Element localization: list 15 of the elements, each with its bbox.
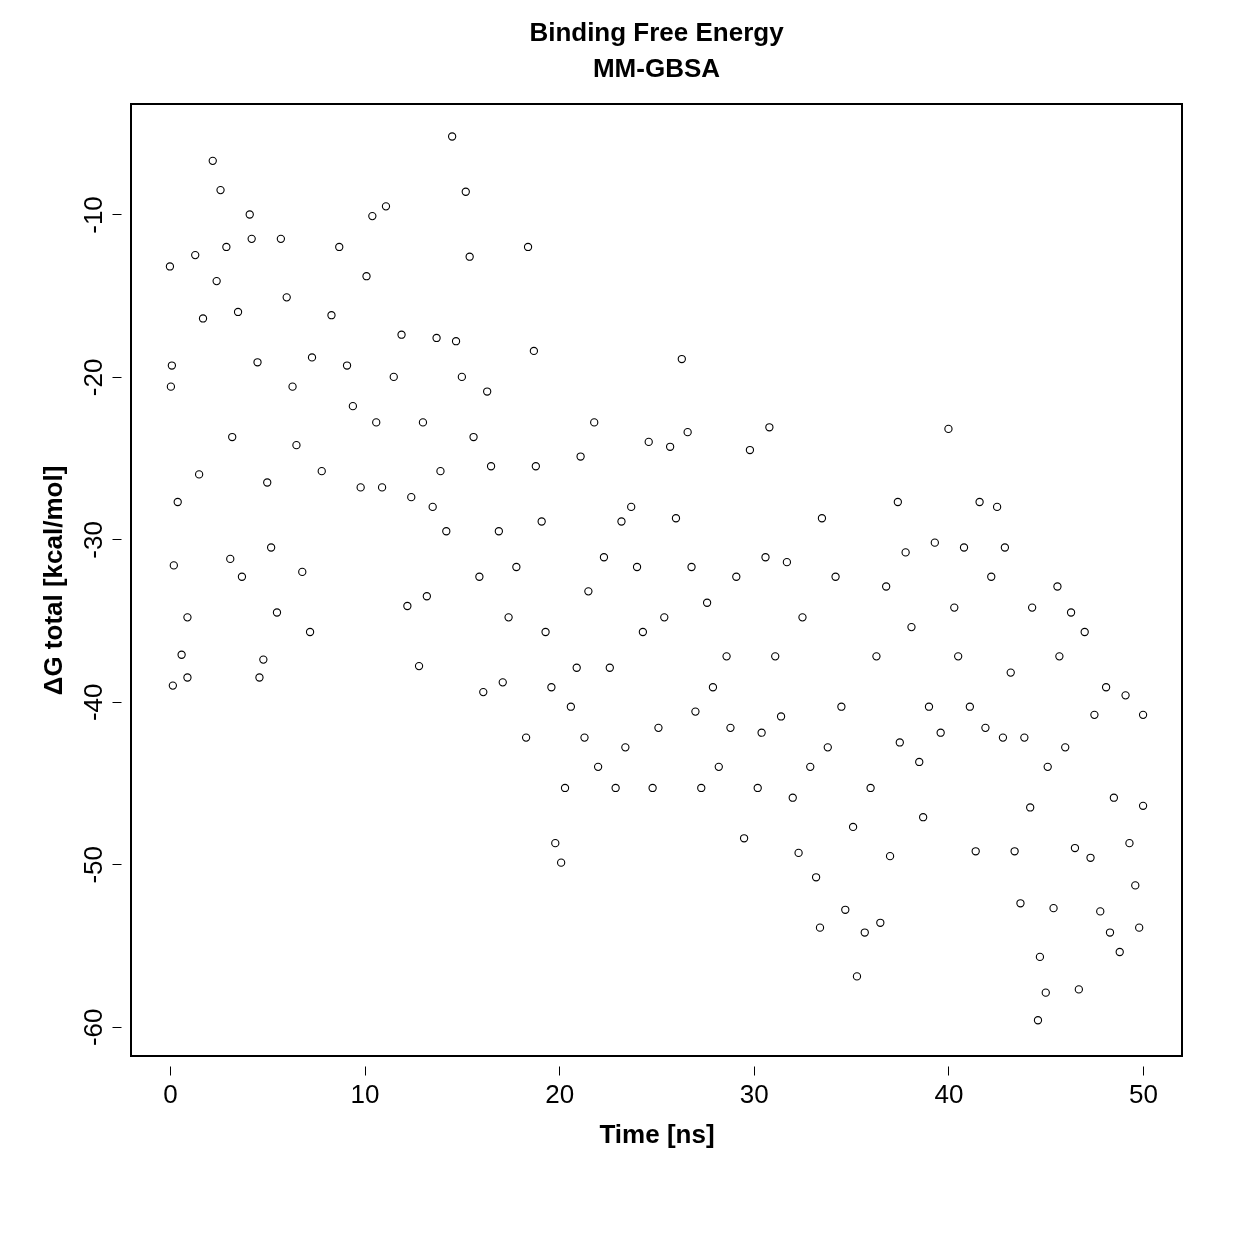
x-tick-label: 10 xyxy=(350,1078,380,1109)
x-tick-label: 0 xyxy=(163,1078,178,1109)
y-tick-label: -20 xyxy=(77,358,108,397)
x-tick-label: 20 xyxy=(545,1078,575,1109)
y-tick-label: -40 xyxy=(77,683,108,722)
y-tick-label: -30 xyxy=(77,521,108,559)
x-tick-label: 50 xyxy=(1129,1078,1159,1109)
y-tick-label: -60 xyxy=(77,1008,108,1047)
y-tick-label: -10 xyxy=(77,196,108,234)
chart-title: Binding Free Energy MM-GBSA xyxy=(529,17,785,83)
y-axis-title: ΔG total [kcal/mol] xyxy=(37,465,68,696)
x-tick-label: 30 xyxy=(739,1078,769,1109)
x-tick-label: 40 xyxy=(934,1078,964,1109)
y-tick-label: -50 xyxy=(77,846,108,884)
x-axis-title: Time [ns] xyxy=(599,1118,715,1149)
